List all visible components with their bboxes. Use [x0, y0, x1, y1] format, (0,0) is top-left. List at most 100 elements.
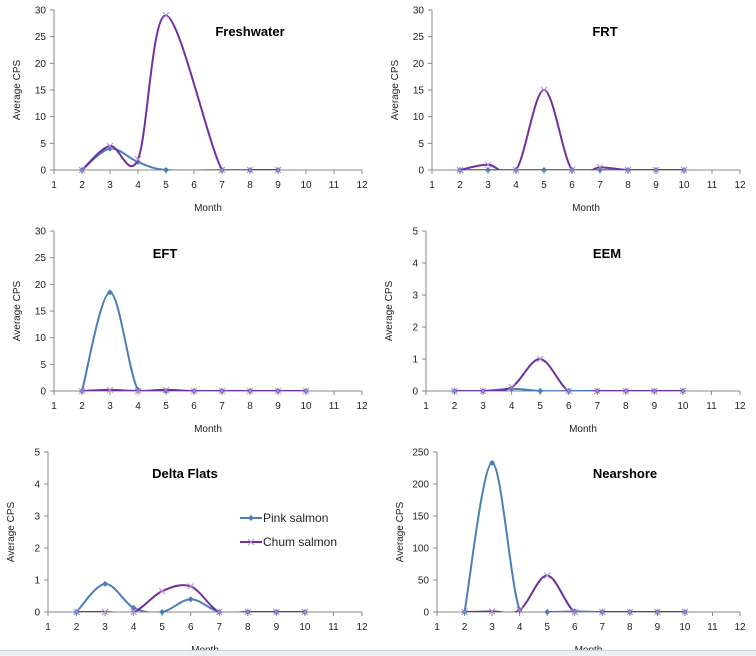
y-tick-label: 1 — [34, 576, 40, 587]
x-tick-label: 10 — [677, 401, 689, 412]
x-tick-label: 3 — [489, 622, 495, 633]
data-point-chum — [540, 86, 548, 94]
y-tick-label: 15 — [35, 86, 47, 97]
chart-title: Nearshore — [593, 466, 657, 481]
data-point-chum — [651, 387, 658, 395]
legend-label-pink: Pink salmon — [263, 511, 328, 525]
x-tick-label: 3 — [480, 401, 486, 412]
y-tick-label: 0 — [418, 166, 424, 177]
data-point-chum — [190, 387, 198, 395]
x-tick-label: 7 — [219, 401, 225, 412]
series-line-chum — [454, 358, 683, 391]
x-tick-label: 7 — [594, 401, 600, 412]
panel-nearshore: 050100150200250123456789101112MonthAvera… — [395, 448, 746, 656]
x-tick-label: 6 — [569, 180, 575, 191]
x-tick-label: 12 — [356, 180, 368, 191]
data-point-chum — [626, 608, 634, 616]
data-point-chum — [598, 608, 606, 616]
x-tick-label: 7 — [216, 622, 222, 633]
data-point-chum — [571, 608, 579, 616]
x-tick-label: 11 — [707, 622, 718, 633]
x-tick-label: 7 — [219, 180, 225, 191]
x-tick-label: 4 — [131, 622, 137, 633]
y-tick-label: 25 — [413, 32, 425, 43]
y-tick-label: 0 — [423, 608, 429, 619]
x-tick-label: 12 — [734, 180, 746, 191]
data-point-chum — [274, 166, 282, 174]
series-line-pink — [81, 147, 278, 170]
data-point-chum — [244, 608, 252, 616]
y-axis-label: Average CPS — [12, 59, 23, 120]
x-tick-label: 10 — [679, 622, 691, 633]
y-tick-label: 3 — [34, 512, 40, 523]
data-point-chum — [134, 155, 142, 163]
data-point-pink — [102, 580, 109, 587]
x-tick-label: 8 — [625, 180, 631, 191]
data-point-chum — [215, 608, 223, 616]
x-tick-label: 7 — [599, 622, 605, 633]
x-tick-label: 8 — [247, 180, 253, 191]
y-tick-label: 250 — [412, 448, 429, 459]
y-tick-label: 30 — [35, 227, 47, 238]
data-point-pink — [163, 167, 169, 173]
x-tick-label: 10 — [300, 401, 312, 412]
chart-title: Delta Flats — [152, 466, 218, 481]
series-line-pink — [81, 291, 306, 391]
x-tick-label: 4 — [513, 180, 519, 191]
y-tick-label: 20 — [35, 280, 47, 291]
y-tick-label: 25 — [35, 253, 47, 264]
x-tick-label: 5 — [541, 180, 547, 191]
x-tick-label: 10 — [300, 180, 312, 191]
window-bottom-bar — [0, 650, 756, 656]
data-point-chum — [274, 387, 282, 395]
x-tick-label: 6 — [572, 622, 578, 633]
chart-title: EEM — [593, 246, 621, 261]
x-tick-label: 12 — [356, 622, 368, 633]
series-line-chum — [459, 88, 684, 170]
x-axis-label: Month — [569, 424, 597, 435]
y-axis-label: Average CPS — [395, 501, 406, 562]
x-tick-label: 9 — [275, 180, 281, 191]
x-tick-label: 2 — [79, 180, 85, 191]
x-tick-label: 9 — [275, 401, 281, 412]
y-tick-label: 25 — [35, 32, 47, 43]
y-tick-label: 4 — [412, 259, 418, 270]
data-point-chum — [187, 583, 195, 590]
x-tick-label: 11 — [706, 401, 717, 412]
data-point-chum — [593, 387, 601, 395]
y-tick-label: 30 — [413, 6, 425, 17]
data-point-chum — [622, 387, 630, 395]
data-point-chum — [130, 608, 137, 616]
data-point-pink — [107, 289, 113, 296]
x-tick-label: 5 — [163, 401, 169, 412]
x-tick-label: 1 — [51, 401, 57, 412]
x-tick-label: 11 — [329, 401, 340, 412]
data-point-chum — [301, 608, 309, 616]
x-tick-label: 8 — [627, 622, 633, 633]
data-point-chum — [451, 387, 458, 395]
x-tick-label: 5 — [544, 622, 550, 633]
y-tick-label: 20 — [35, 59, 47, 70]
x-tick-label: 1 — [45, 622, 51, 633]
x-tick-label: 6 — [191, 401, 197, 412]
data-point-pink — [130, 604, 137, 611]
x-tick-label: 2 — [452, 401, 458, 412]
data-point-pink — [163, 388, 169, 394]
data-point-chum — [479, 387, 487, 395]
data-point-chum — [162, 386, 170, 394]
data-point-pink — [489, 459, 496, 466]
legend-marker-chum — [247, 538, 255, 546]
x-tick-label: 2 — [74, 622, 80, 633]
x-tick-label: 9 — [652, 401, 658, 412]
x-tick-label: 9 — [274, 622, 280, 633]
data-point-chum — [461, 608, 468, 616]
x-tick-label: 2 — [79, 401, 85, 412]
x-tick-label: 11 — [707, 180, 718, 191]
data-point-chum — [624, 166, 632, 174]
x-tick-label: 12 — [734, 401, 746, 412]
x-tick-label: 3 — [107, 180, 113, 191]
y-tick-label: 5 — [40, 139, 46, 150]
x-tick-label: 1 — [423, 401, 429, 412]
x-tick-label: 4 — [517, 622, 523, 633]
